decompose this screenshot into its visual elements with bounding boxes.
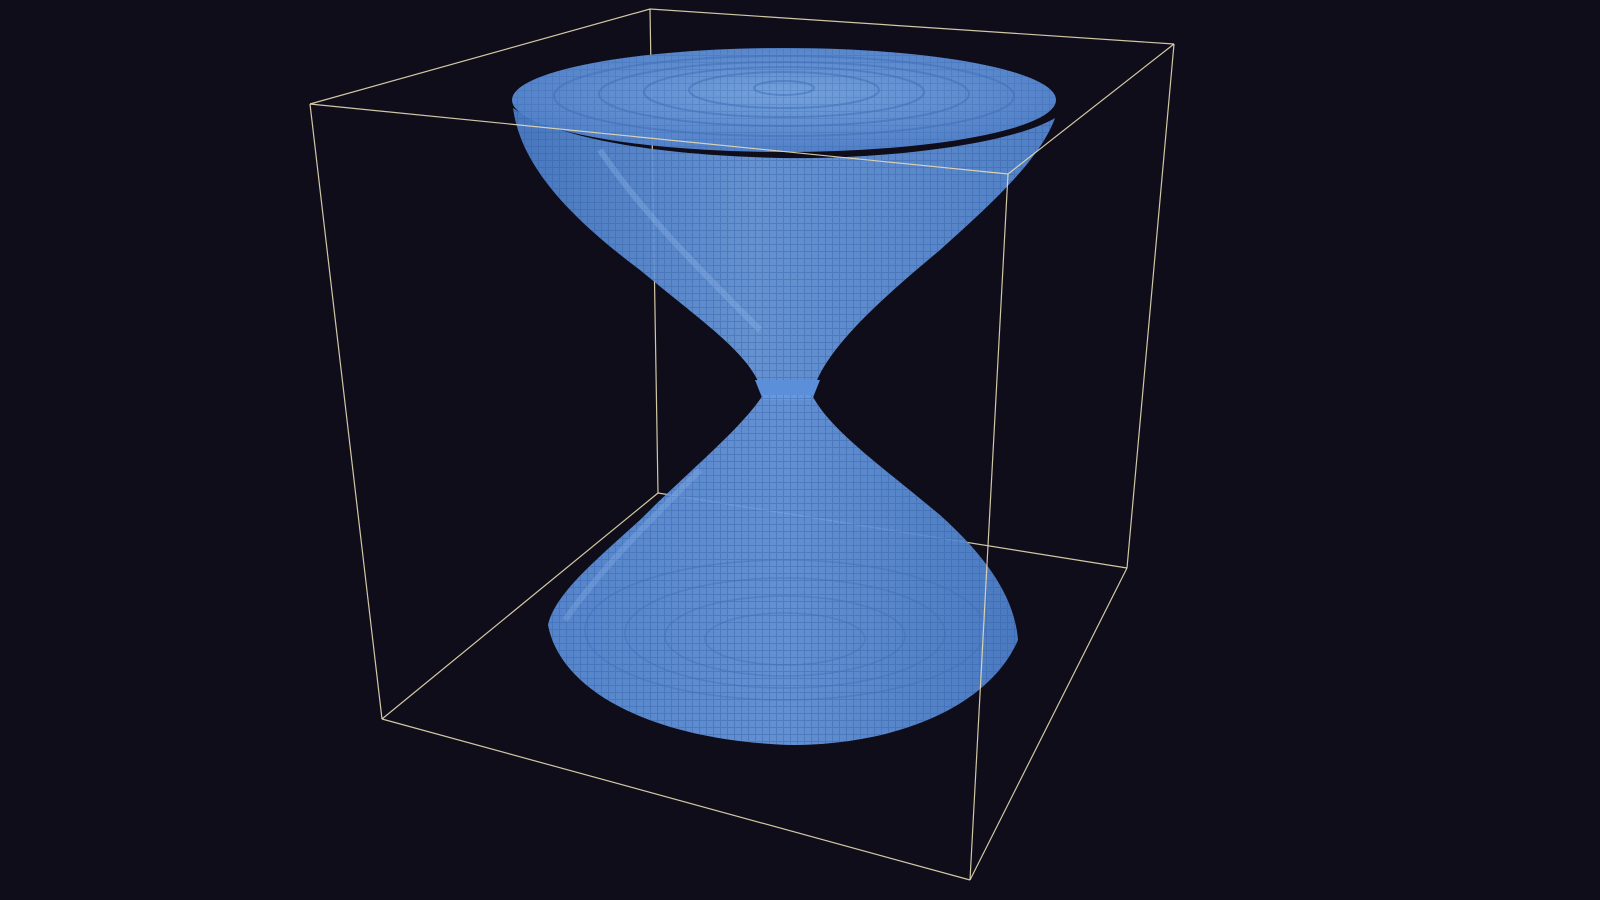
box-edge <box>969 173 1009 881</box>
lower-highlight <box>562 467 703 622</box>
rim-ring <box>598 61 970 127</box>
voxel-hourglass[interactable] <box>512 48 1056 745</box>
rim-ring <box>753 80 815 96</box>
base-ring <box>584 559 986 701</box>
box-edge <box>309 8 651 105</box>
box-edge <box>309 103 1009 175</box>
box-edge <box>969 567 1128 881</box>
bounding-box-front-edges <box>309 8 1175 881</box>
box-edge <box>381 492 659 720</box>
upper-rim-texture <box>512 48 1056 152</box>
rim-ring <box>643 66 925 118</box>
box-edge <box>309 103 383 720</box>
lower-cone-voxel-texture <box>548 395 1018 745</box>
box-edge <box>1007 43 1175 175</box>
base-ring <box>624 577 946 689</box>
box-edge <box>381 718 971 881</box>
box-edge <box>1126 43 1175 569</box>
base-ring <box>704 612 866 666</box>
box-edge <box>649 8 1175 45</box>
upper-highlight <box>597 148 763 333</box>
upper-cone-voxel-texture <box>513 108 1055 385</box>
base-ring <box>664 595 906 677</box>
rim-ring <box>688 71 880 109</box>
rim-ring <box>553 55 1015 137</box>
